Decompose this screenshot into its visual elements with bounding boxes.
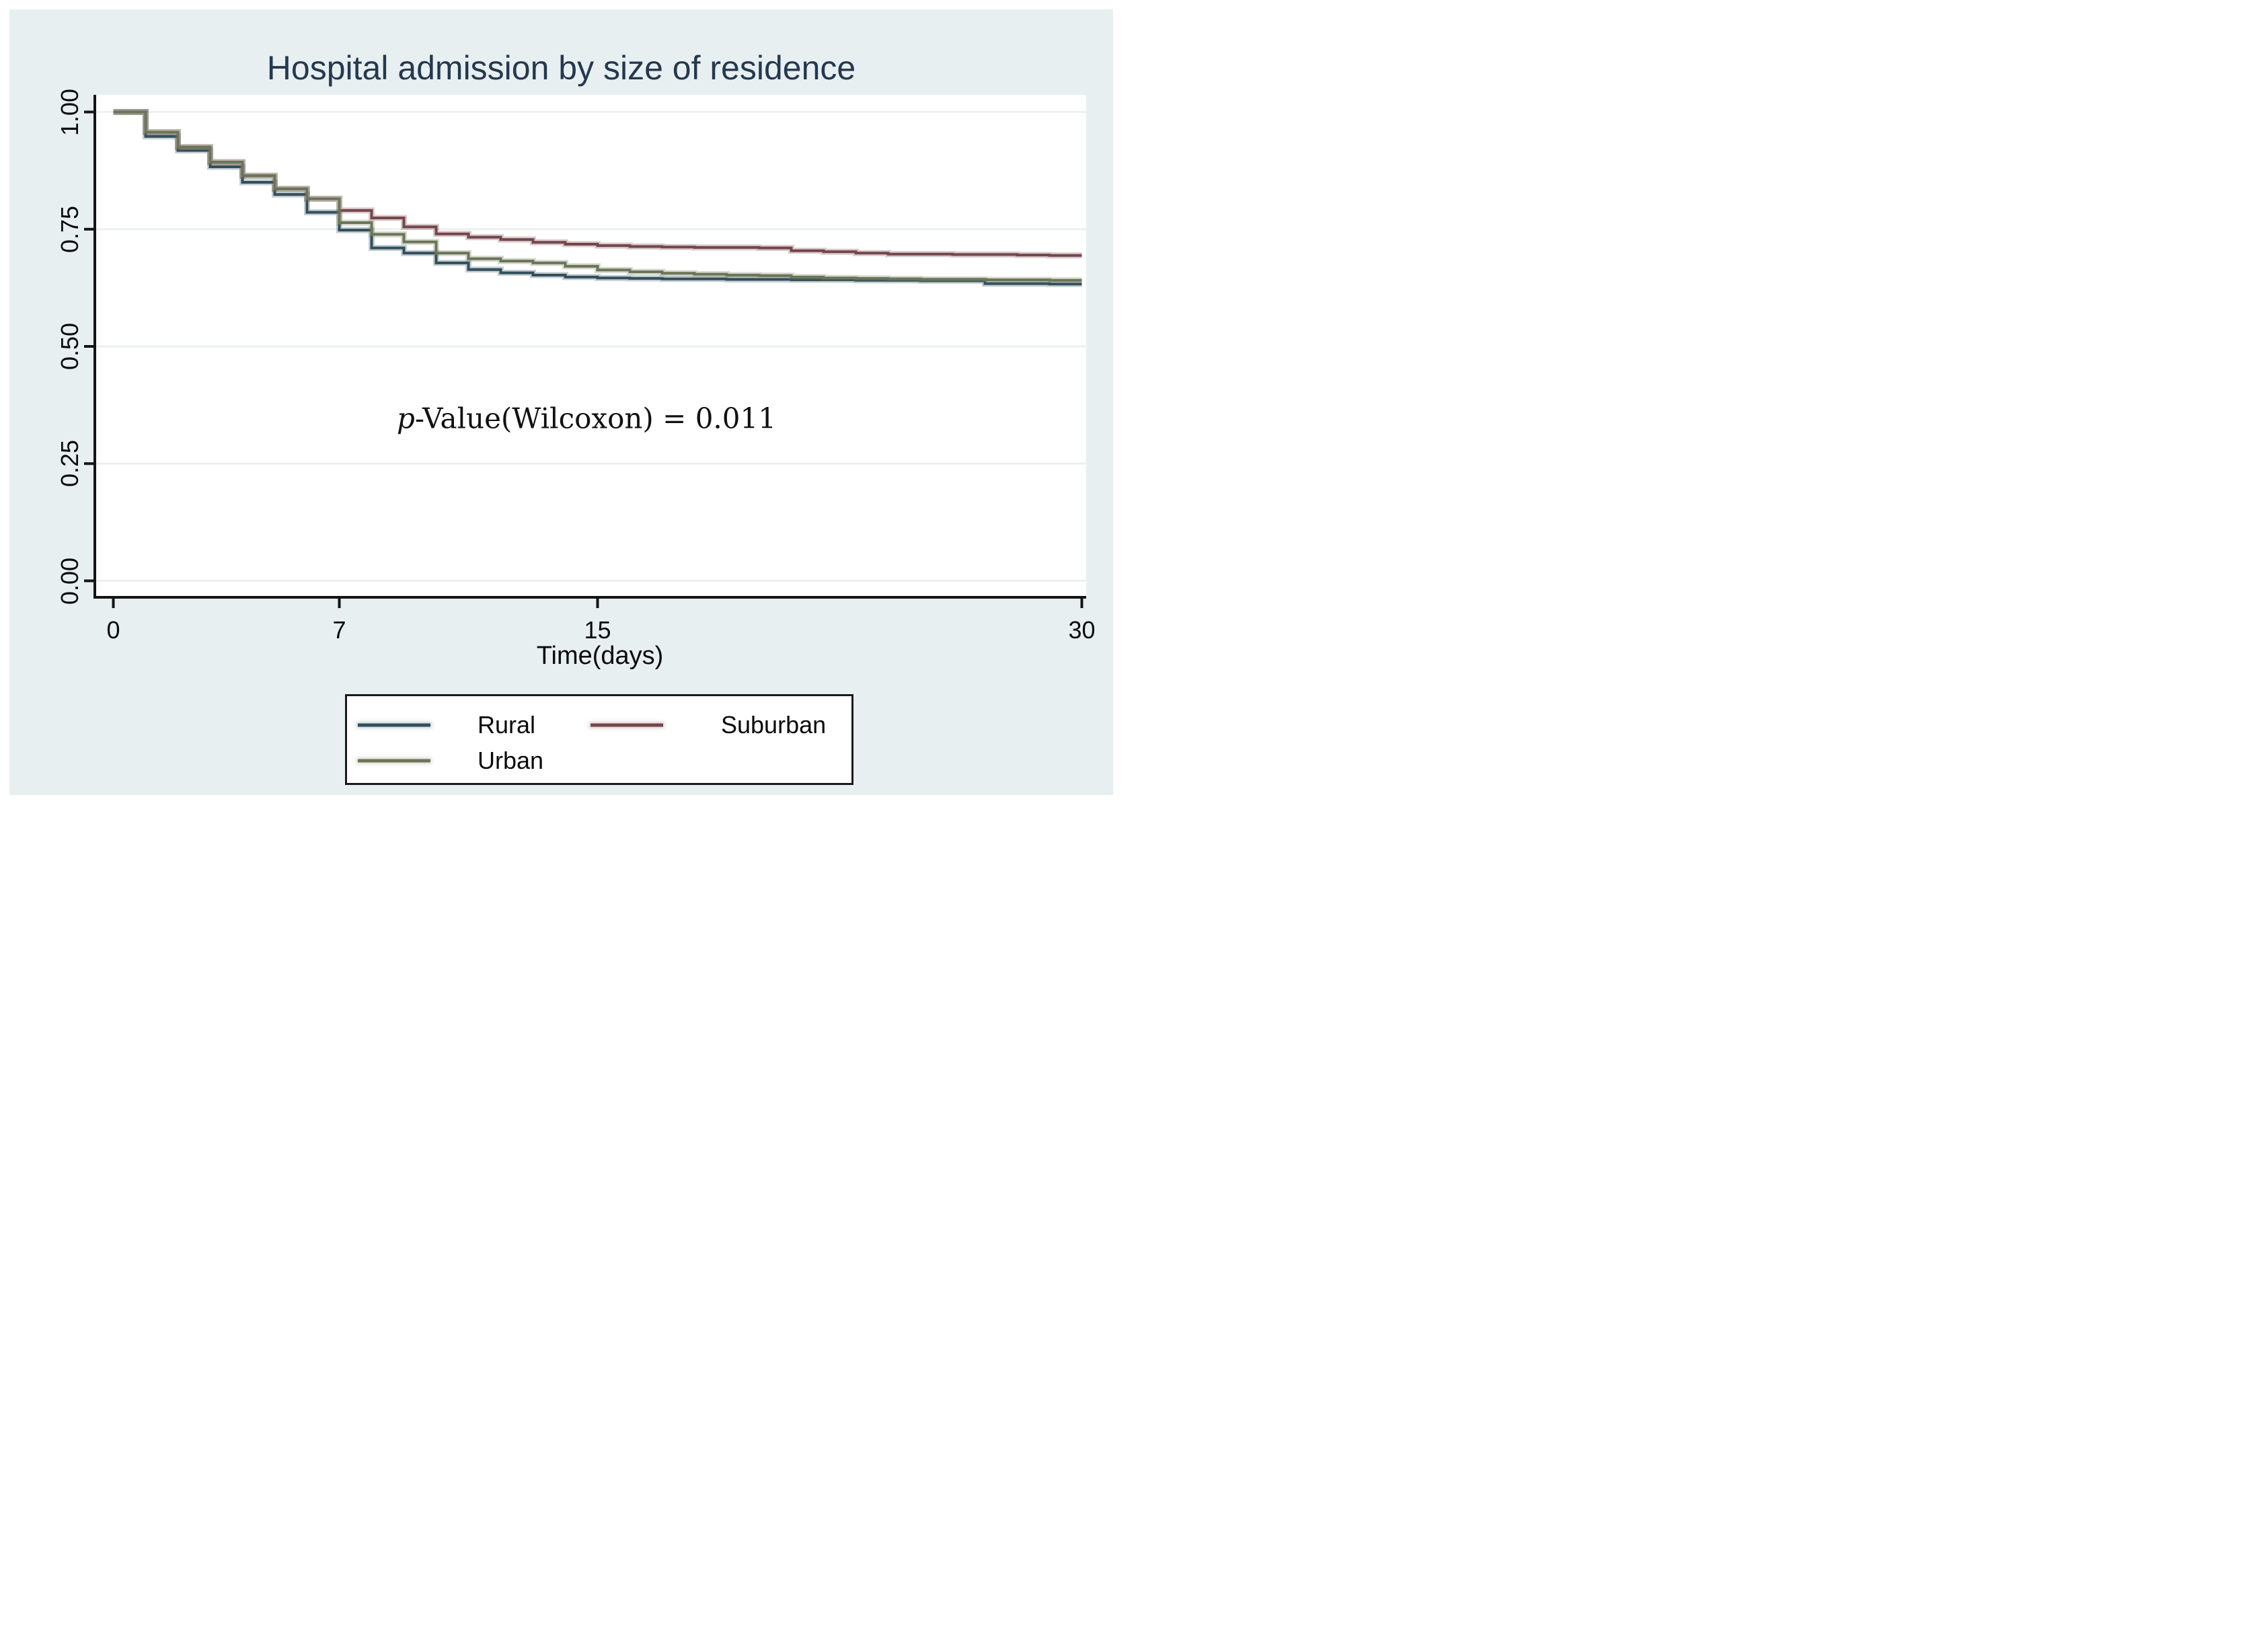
figure-canvas: Hospital admission by size of residence … [9,9,1113,795]
x-tick-label-7: 7 [332,616,346,644]
survival-curve-rural [113,110,1082,286]
legend-label-urban: Urban [478,747,544,774]
pvalue-annotation-p: p [397,402,415,435]
legend-box: Rural Suburban Urban [345,694,853,785]
y-tick-label-0.00: 0.00 [56,557,83,605]
y-tick-label-0.75: 0.75 [56,205,83,253]
survival-curve-urban [113,110,1082,282]
chart-title: Hospital admission by size of residence [266,49,856,87]
y-tick-label-0.50: 0.50 [56,322,83,371]
y-tick-label-0.25: 0.25 [56,440,83,488]
legend-swatch-urban [358,759,430,763]
survival-plot [84,95,1086,608]
pvalue-annotation-text: -Value(Wilcoxon) = 0.011 [414,402,776,435]
pvalue-annotation: p-Value(Wilcoxon) = 0.011 [397,402,776,435]
legend-swatch-rural [358,723,430,727]
x-tick-label-30: 30 [1068,616,1096,644]
legend-label-rural: Rural [478,711,536,739]
legend-label-suburban: Suburban [721,711,827,739]
x-axis-title: Time(days) [536,642,664,670]
legend-swatch-suburban [591,723,663,727]
x-tick-label-15: 15 [584,616,611,644]
y-tick-label-1.00: 1.00 [56,88,83,136]
x-tick-label-0: 0 [106,616,120,644]
